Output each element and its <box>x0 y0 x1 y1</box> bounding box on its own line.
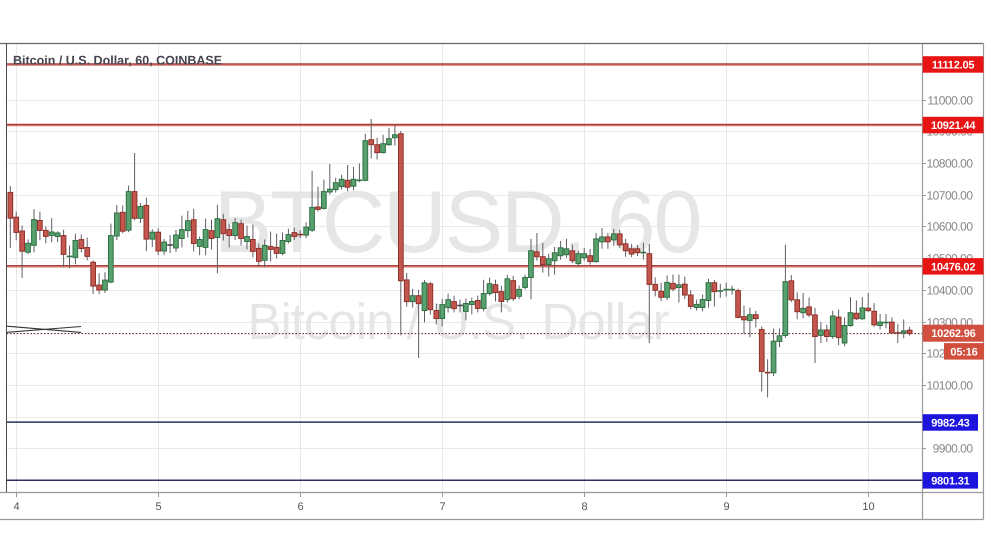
svg-text:10: 10 <box>862 501 874 513</box>
svg-text:11112.05: 11112.05 <box>932 59 975 71</box>
svg-text:BTCUSD, 60: BTCUSD, 60 <box>214 172 701 271</box>
svg-text:9982.43: 9982.43 <box>931 418 969 430</box>
svg-text:7: 7 <box>439 501 445 513</box>
svg-text:Bitcoin / U.S. Dollar, 60, COI: Bitcoin / U.S. Dollar, 60, COINBASE <box>13 54 222 68</box>
svg-text:11000.00: 11000.00 <box>927 94 973 108</box>
svg-text:10700.00: 10700.00 <box>926 189 973 203</box>
svg-text:10262.96: 10262.96 <box>931 328 975 340</box>
svg-text:10100.00: 10100.00 <box>926 379 973 393</box>
svg-text:8: 8 <box>581 501 587 513</box>
svg-text:9801.31: 9801.31 <box>931 475 969 487</box>
svg-text:9: 9 <box>723 501 729 513</box>
svg-text:10600.00: 10600.00 <box>926 220 973 234</box>
svg-text:9900.00: 9900.00 <box>933 442 974 456</box>
svg-text:10400.00: 10400.00 <box>926 284 973 298</box>
svg-text:10476.02: 10476.02 <box>931 261 975 273</box>
svg-text:Bitcoin / U.S. Dollar: Bitcoin / U.S. Dollar <box>247 293 669 350</box>
svg-text:6: 6 <box>297 501 303 513</box>
svg-text:10800.00: 10800.00 <box>926 157 973 171</box>
svg-text:05:16: 05:16 <box>950 346 977 358</box>
svg-text:10921.44: 10921.44 <box>931 120 976 132</box>
svg-text:4: 4 <box>13 501 19 513</box>
svg-text:5: 5 <box>155 501 161 513</box>
